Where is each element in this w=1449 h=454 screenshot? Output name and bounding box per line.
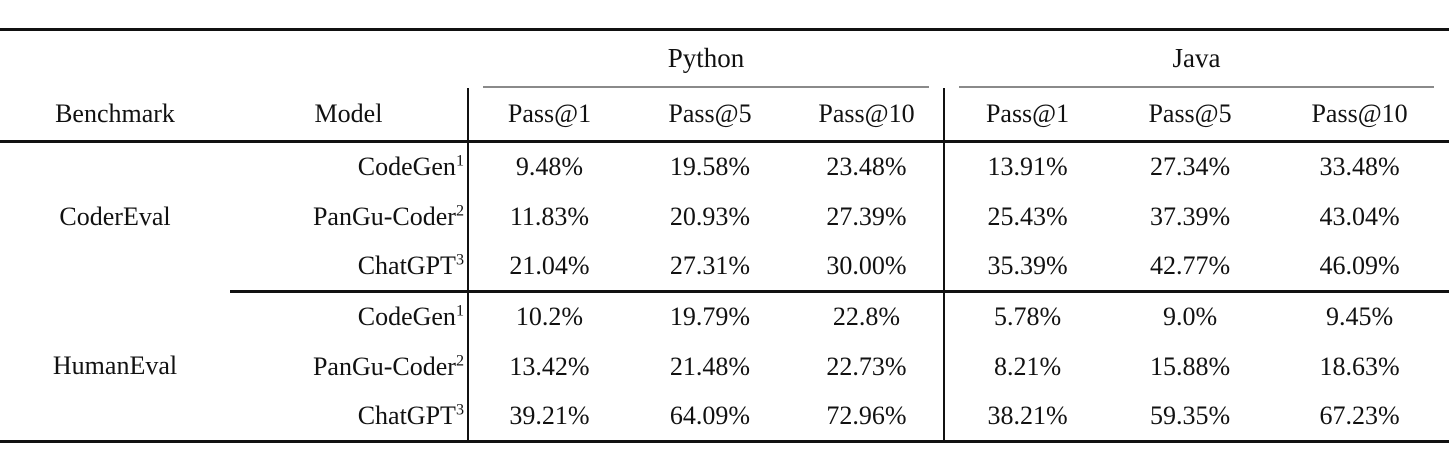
value-cell: 20.93% — [669, 201, 751, 231]
value-cell: 15.88% — [1149, 351, 1231, 381]
model-name: ChatGPT3 — [230, 241, 468, 293]
model-label: PanGu-Coder — [312, 201, 456, 231]
table-row: CoderEval CodeGen1 9.48% 19.58% 23.48% 1… — [0, 141, 1449, 231]
table-row: PanGu-Coder2 11.83% 20.93% 27.39% 25.43%… — [0, 191, 1449, 242]
value-cell: 19.58% — [669, 152, 751, 182]
value-cell: 22.8% — [832, 302, 901, 332]
benchmark-name: HumanEval — [52, 350, 178, 380]
value-cell: 27.39% — [826, 201, 907, 231]
table-header: Python Java Benchmark Model Pass@1 Pass@… — [0, 30, 1449, 143]
model-footnote-marker: 3 — [455, 401, 464, 419]
benchmark-results-table: Python Java Benchmark Model Pass@1 Pass@… — [0, 28, 1449, 443]
model-name: CodeGen1 — [230, 142, 468, 192]
table-row: ChatGPT3 21.04% 27.31% 30.00% 35.39% 42.… — [0, 241, 1449, 293]
model-name: ChatGPT3 — [230, 392, 468, 442]
python-group-header: Python — [468, 30, 944, 88]
value-cell: 10.2% — [467, 291, 630, 342]
value-cell: 27.31% — [630, 241, 790, 293]
value-cell: 11.83% — [467, 191, 630, 242]
table-row: PanGu-Coder2 13.42% 21.48% 22.73% 8.21% … — [0, 341, 1449, 392]
codereval-group: CoderEval CodeGen1 9.48% 19.58% 23.48% 1… — [0, 141, 1449, 293]
value-cell: 64.09% — [669, 400, 751, 430]
java-group-header: Java — [944, 30, 1449, 88]
value-cell: 9.48% — [467, 141, 630, 192]
model-label: CodeGen — [357, 152, 456, 182]
table-row: ChatGPT3 39.21% 64.09% 72.96% 38.21% 59.… — [0, 391, 1449, 442]
model-label: CodeGen — [357, 302, 456, 332]
humaneval-group: HumanEval CodeGen1 10.2% 19.79% 22.8% 5.… — [0, 291, 1449, 442]
value-cell: 43.04% — [1319, 201, 1400, 231]
model-label: ChatGPT — [357, 250, 456, 280]
value-cell: 13.91% — [943, 141, 1111, 192]
value-cell: 13.42% — [467, 341, 630, 392]
model-footnote-marker: 2 — [455, 351, 464, 369]
model-label: ChatGPT — [357, 400, 456, 430]
value-cell: 33.48% — [1319, 152, 1400, 182]
value-cell: 46.09% — [1270, 241, 1449, 293]
model-footnote-marker: 1 — [455, 302, 464, 320]
benchmark-column-header: Benchmark — [0, 87, 230, 143]
python-pass10-header: Pass@10 — [790, 87, 945, 143]
java-cmidrule: Java — [959, 42, 1435, 88]
value-cell: 39.21% — [467, 391, 630, 442]
java-pass5-header: Pass@5 — [1110, 87, 1271, 143]
model-name: CodeGen1 — [230, 292, 468, 342]
value-cell: 23.48% — [826, 152, 907, 182]
model-column-header: Model — [230, 87, 468, 143]
value-cell: 72.96% — [826, 400, 907, 430]
java-pass1-header: Pass@1 — [943, 87, 1111, 143]
value-cell: 35.39% — [943, 241, 1111, 293]
python-group-label: Python — [667, 42, 745, 73]
model-footnote-marker: 1 — [455, 152, 464, 170]
java-group-label: Java — [1172, 42, 1221, 73]
value-cell: 9.45% — [1325, 302, 1394, 332]
python-pass5-header: Pass@5 — [630, 87, 790, 143]
value-cell: 9.0% — [1162, 302, 1218, 332]
python-pass1-header: Pass@1 — [467, 87, 630, 143]
value-cell: 27.34% — [1149, 152, 1231, 182]
column-header-row: Benchmark Model Pass@1 Pass@5 Pass@10 Pa… — [0, 87, 1449, 143]
value-cell: 22.73% — [826, 351, 907, 381]
empty-corner-cell — [0, 30, 468, 88]
value-cell: 42.77% — [1110, 241, 1271, 293]
model-name: PanGu-Coder2 — [230, 192, 468, 242]
language-group-header-row: Python Java — [0, 30, 1449, 88]
python-cmidrule: Python — [483, 42, 930, 88]
model-footnote-marker: 2 — [455, 201, 464, 219]
java-pass10-header: Pass@10 — [1270, 87, 1449, 143]
model-footnote-marker: 3 — [455, 251, 464, 269]
value-cell: 19.79% — [669, 302, 751, 332]
value-cell: 18.63% — [1319, 351, 1400, 381]
value-cell: 67.23% — [1319, 400, 1400, 430]
value-cell: 8.21% — [943, 341, 1111, 392]
value-cell: 5.78% — [943, 291, 1111, 342]
table-row: HumanEval CodeGen1 10.2% 19.79% 22.8% 5.… — [0, 291, 1449, 380]
value-cell: 21.04% — [467, 241, 630, 293]
value-cell: 59.35% — [1149, 400, 1231, 430]
value-cell: 38.21% — [943, 391, 1111, 442]
model-name: PanGu-Coder2 — [230, 342, 468, 392]
value-cell: 37.39% — [1149, 201, 1231, 231]
benchmark-name: CoderEval — [59, 202, 171, 232]
value-cell: 25.43% — [943, 191, 1111, 242]
model-label: PanGu-Coder — [312, 351, 456, 381]
value-cell: 21.48% — [669, 351, 751, 381]
value-cell: 30.00% — [790, 241, 945, 293]
